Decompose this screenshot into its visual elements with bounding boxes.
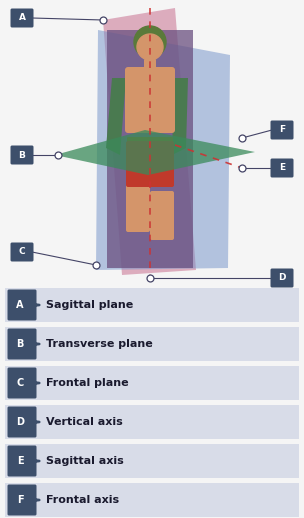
Text: Frontal plane: Frontal plane	[46, 378, 129, 388]
Text: Sagittal plane: Sagittal plane	[46, 300, 133, 310]
FancyBboxPatch shape	[5, 483, 299, 517]
Text: B: B	[19, 151, 26, 160]
FancyBboxPatch shape	[11, 146, 33, 165]
Text: E: E	[279, 164, 285, 172]
FancyBboxPatch shape	[8, 328, 36, 359]
Circle shape	[134, 26, 166, 58]
FancyBboxPatch shape	[8, 367, 36, 398]
FancyBboxPatch shape	[8, 445, 36, 477]
Text: Vertical axis: Vertical axis	[46, 417, 123, 427]
Polygon shape	[106, 78, 126, 155]
FancyBboxPatch shape	[127, 137, 173, 149]
FancyBboxPatch shape	[5, 288, 299, 322]
FancyBboxPatch shape	[5, 366, 299, 400]
Polygon shape	[96, 30, 230, 270]
Text: D: D	[278, 274, 286, 282]
Text: F: F	[279, 125, 285, 135]
Text: Sagittal axis: Sagittal axis	[46, 456, 124, 466]
FancyBboxPatch shape	[125, 67, 175, 133]
Text: D: D	[16, 417, 24, 427]
Polygon shape	[55, 130, 255, 175]
Text: C: C	[19, 248, 25, 256]
FancyBboxPatch shape	[271, 268, 293, 287]
Circle shape	[137, 34, 163, 60]
FancyBboxPatch shape	[8, 290, 36, 321]
FancyBboxPatch shape	[5, 444, 299, 478]
FancyBboxPatch shape	[8, 484, 36, 515]
FancyBboxPatch shape	[126, 178, 150, 232]
FancyBboxPatch shape	[11, 8, 33, 27]
Text: E: E	[17, 456, 23, 466]
FancyBboxPatch shape	[271, 121, 293, 139]
Text: F: F	[17, 495, 23, 505]
FancyBboxPatch shape	[126, 141, 174, 187]
FancyBboxPatch shape	[11, 242, 33, 262]
FancyBboxPatch shape	[8, 407, 36, 438]
FancyBboxPatch shape	[5, 405, 299, 439]
Polygon shape	[103, 8, 196, 275]
Text: C: C	[16, 378, 24, 388]
Polygon shape	[107, 30, 193, 268]
Text: Transverse plane: Transverse plane	[46, 339, 153, 349]
Text: A: A	[16, 300, 24, 310]
FancyBboxPatch shape	[271, 159, 293, 178]
Text: B: B	[16, 339, 24, 349]
FancyBboxPatch shape	[144, 59, 156, 73]
FancyBboxPatch shape	[5, 327, 299, 361]
Text: A: A	[19, 13, 26, 22]
FancyBboxPatch shape	[150, 191, 174, 240]
Polygon shape	[172, 78, 188, 155]
Text: Frontal axis: Frontal axis	[46, 495, 119, 505]
